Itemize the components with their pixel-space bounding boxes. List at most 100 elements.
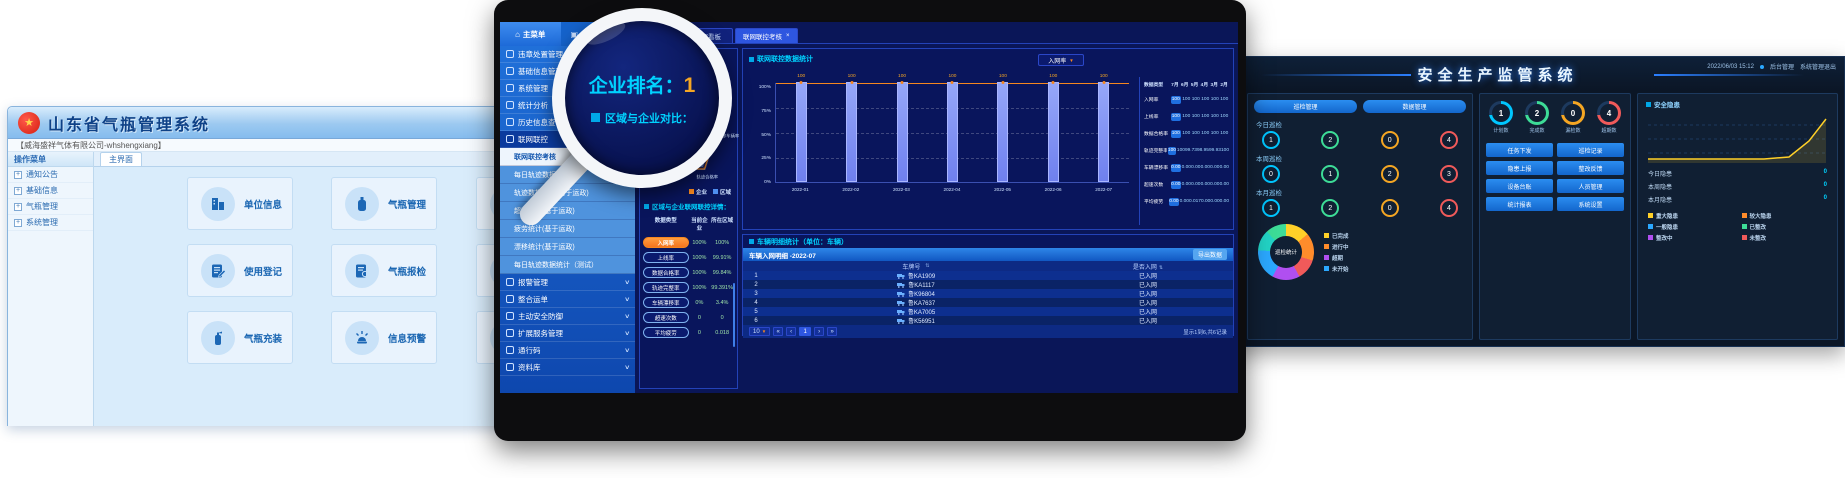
expand-plus-icon[interactable] [14,202,22,211]
globe-icon [506,135,514,143]
module-button[interactable]: 隐患上报 [1486,161,1553,175]
module-button[interactable]: 人员管理 [1557,179,1624,193]
company-value: 100% [692,269,707,276]
content-tab[interactable]: 联网联控考核 × [735,28,798,43]
export-data-button[interactable]: 导出数据 [1192,249,1227,260]
menu-icon [506,278,514,286]
tile-usage-register[interactable]: 使用登记 [187,244,293,297]
data-mgmt-button[interactable]: 数据管理 [1363,100,1466,113]
magnifier-lens: 企业排名： 1 区域与企业对比： [552,8,732,188]
metric-pill-button[interactable]: 数据合格率 [643,267,689,278]
detail-table-row: 平均疲劳 0 0.018 [643,327,734,338]
vehicle-table-row[interactable]: 1 鲁KA1909 已入网 [743,271,1233,280]
metric-pill-button[interactable]: 轨迹完整率 [643,282,689,293]
expand-plus-icon[interactable] [14,186,22,195]
sidebar-menu-item[interactable]: 扩展服务管理 ∨ [500,325,635,342]
tile-cylinder-filling[interactable]: 气瓶充装 [187,311,293,364]
sidebar-item[interactable]: 通知公告 [8,167,93,183]
admin-link[interactable]: 后台管理 [1769,65,1794,71]
metric-pill-button[interactable]: 车辆漂移率 [643,297,689,308]
vehicle-table-row[interactable]: 6 鲁K56951 已入网 [743,316,1233,325]
sidebar-menu-item[interactable]: 主动安全防御 ∨ [500,308,635,325]
stats-title: 联网联控数据统计 [757,56,813,63]
expand-plus-icon[interactable] [14,170,22,179]
region-value: 99.91% [712,254,732,261]
sidebar-menu-item[interactable]: 整合运单 ∨ [500,291,635,308]
module-button[interactable]: 设备台账 [1486,179,1553,193]
stats-table-row: 车辆漂移率 0.00 0.00 0.00 0.00 0.00 0.00 [1144,163,1229,172]
company-value: 0 [697,314,701,321]
first-page-button[interactable]: « [773,327,784,336]
detail-table-row: 超速次数 0 0 [643,312,734,323]
sidebar-tab-main-menu[interactable]: ⌂ 主菜单 [500,22,561,46]
legend-item: 已完成 [1324,232,1349,240]
plate-number: 鲁KA7005 [907,310,936,316]
status-column-header[interactable]: 是否入网 ⇅ [1132,264,1164,271]
tab-main-screen[interactable]: 主界面 [100,152,142,166]
chevron-down-icon: ∨ [623,279,630,286]
patrol-donut-chart: 巡检统计 [1258,224,1314,280]
module-button[interactable]: 统计报表 [1486,197,1553,211]
radar-legend-item: 企业 [688,188,707,196]
module-button[interactable]: 任务下发 [1486,143,1553,157]
metric-pill-button[interactable]: 入网率 [643,237,689,248]
stat-ring: 1 [1321,165,1340,183]
metric-pill-button[interactable]: 上线率 [643,252,689,263]
tile-info-alert[interactable]: 信息预警 [331,311,437,364]
detail-section-title: 区域与企业联网联控详情： [652,204,730,211]
stat-ring: 0 [1380,131,1399,149]
tile-cylinder-inspect[interactable]: 气瓶报检 [331,244,437,297]
tile-cylinder-mgmt[interactable]: 气瓶管理 [331,177,437,230]
tile-unit-info[interactable]: 单位信息 [187,177,293,230]
sidebar-item[interactable]: 基础信息 [8,183,93,199]
expand-plus-icon[interactable] [14,218,22,227]
metric-pill-button[interactable]: 平均疲劳 [643,327,689,338]
metric-pill-button[interactable]: 超速次数 [643,312,689,323]
menu-icon [506,50,514,58]
module-button[interactable]: 整改反馈 [1557,161,1624,175]
gauge: 4 超期数 [1594,101,1624,134]
vehicle-table-row[interactable]: 4 鲁KA7637 已入网 [743,298,1233,307]
sidebar-item[interactable]: 气瓶管理 [8,199,93,215]
sidebar-menu-item[interactable]: 通行码 ∨ [500,342,635,359]
sidebar-submenu-item[interactable]: 每日轨迹数据统计（测试） [500,256,635,274]
logout-link[interactable]: 系统管理退出 [1799,65,1836,71]
truck-icon [896,273,905,279]
stat-ring: 0 [1262,165,1280,183]
menu-icon [506,363,514,371]
line-marker [1051,81,1055,84]
detail-table-row: 轨迹完整率 100% 99.391% [643,282,734,293]
plate-number: 鲁K56951 [908,319,935,325]
patrol-mgmt-button[interactable]: 巡检管理 [1254,100,1357,113]
line-marker [1102,81,1106,84]
module-button[interactable]: 巡检记录 [1557,143,1624,157]
module-button[interactable]: 系统设置 [1557,197,1624,211]
sidebar-menu-item[interactable]: 资料库 ∨ [500,359,635,376]
metric-select[interactable]: 入网率 ▼ [1038,54,1084,66]
right-app-header: 安全生产监管系统 2022/06/03 15:12 后台管理 系统管理退出 [1151,57,1844,91]
current-page[interactable]: 1 [799,327,812,336]
prev-page-button[interactable]: ‹ [786,327,797,336]
chevron-down-icon: ∨ [623,364,630,371]
chevron-down-icon: ∨ [623,330,630,337]
plate-column-header[interactable]: 车牌号 ⇅ [902,263,930,271]
next-page-button[interactable]: › [814,327,825,336]
region-value: 3.4% [715,299,729,306]
sidebar-item[interactable]: 系统管理 [8,215,93,231]
bar: 100 [896,74,908,182]
page-size-select[interactable]: 10 ▼ [749,327,771,336]
bar: 100 [946,74,958,182]
sidebar-menu-item[interactable]: 报警管理 ∨ [500,274,635,291]
car-icon: ▣ [570,29,579,39]
svg-text:轨迹合格率: 轨迹合格率 [697,173,719,180]
sidebar-submenu-item[interactable]: 疲劳统计(基于运政) [500,220,635,238]
stat-ring: 0 [1380,199,1399,217]
last-page-button[interactable]: » [827,327,838,336]
close-tab-icon[interactable]: × [786,33,790,39]
vehicle-table-row[interactable]: 2 鲁KA1117 已入网 [743,280,1233,289]
vehicle-table-row[interactable]: 3 鲁K96804 已入网 [743,289,1233,298]
vehicle-table-row[interactable]: 5 鲁KA7005 已入网 [743,307,1233,316]
sidebar-submenu-item[interactable]: 漂移统计(基于运政) [500,238,635,256]
plate-number: 鲁KA1117 [908,283,935,289]
svg-text:漂移车辆率: 漂移车辆率 [718,132,740,139]
